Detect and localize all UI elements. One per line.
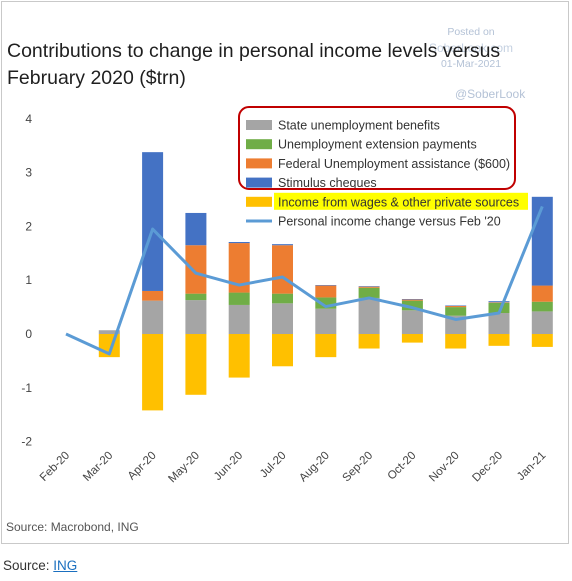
bar-state-unemployment-benefits [401, 310, 423, 334]
bar-state-unemployment-benefits [185, 300, 207, 334]
bar-stimulus-cheques [142, 152, 164, 291]
bar-income-from-wages-other-private-sources [228, 334, 250, 378]
bar-federal-unemployment-assistance-600 [531, 285, 553, 302]
bar-federal-unemployment-assistance-600 [315, 285, 337, 298]
line-layer [65, 205, 544, 356]
footer-source-label: Source: [3, 558, 50, 573]
bar-income-from-wages-other-private-sources [272, 334, 293, 367]
bar-stimulus-cheques [272, 244, 293, 246]
x-tick-label: Feb-20 [38, 450, 72, 484]
legend-highlight [274, 192, 528, 210]
y-tick-label: -1 [21, 381, 32, 395]
bar-unemployment-extension-payments [185, 293, 207, 301]
bar-state-unemployment-benefits [142, 300, 164, 334]
bar-unemployment-extension-payments [445, 307, 467, 316]
bar-state-unemployment-benefits [272, 303, 293, 334]
bar-stimulus-cheques [358, 286, 380, 287]
bars-layer [98, 152, 553, 411]
y-axis-ticks: -2 -1 0 1 2 3 4 [21, 112, 32, 449]
chart-title: Contributions to change in personal inco… [7, 40, 501, 89]
bar-unemployment-extension-payments [401, 300, 423, 311]
bar-federal-unemployment-assistance-600 [272, 245, 293, 294]
x-tick-label: Dec-20 [470, 450, 505, 485]
y-tick-label: 3 [25, 166, 32, 180]
bar-income-from-wages-other-private-sources [401, 334, 423, 343]
bar-stimulus-cheques [445, 305, 467, 307]
bar-income-from-wages-other-private-sources [445, 334, 467, 349]
bar-income-from-wages-other-private-sources [185, 334, 207, 395]
bar-stimulus-cheques [315, 285, 337, 286]
x-axis-ticks: Feb-20 Mar-20 Apr-20 May-20 Jun-20 Jul-20 Aug-… [38, 450, 549, 486]
legend-swatch-federal-unemployment-assistance-600 [246, 158, 272, 169]
bar-federal-unemployment-assistance-600 [488, 302, 510, 303]
x-tick-label: Jan-21 [515, 450, 548, 483]
y-tick-label: 4 [25, 112, 32, 126]
bar-federal-unemployment-assistance-600 [358, 286, 380, 288]
watermark-site: SoberLook.com [428, 41, 514, 55]
y-tick-label: -2 [21, 435, 32, 449]
bar-unemployment-extension-payments [488, 302, 510, 314]
legend-label-federal-unemployment-assistance-600: Federal Unemployment assistance ($600) [278, 157, 510, 171]
legend-label-stimulus-cheques: Stimulus cheques [278, 176, 377, 190]
legend-swatch-state-unemployment-benefits [246, 120, 272, 130]
bar-state-unemployment-benefits [228, 304, 250, 334]
bar-income-from-wages-other-private-sources [142, 334, 164, 411]
legend-label-state-unemployment-benefits: State unemployment benefits [278, 119, 440, 133]
watermark-handle: @SoberLook [455, 87, 526, 101]
bar-state-unemployment-benefits [445, 315, 467, 334]
watermark-date: 01-Mar-2021 [440, 58, 502, 70]
chart-source: Source: Macrobond, ING [6, 520, 139, 534]
bar-stimulus-cheques [228, 242, 250, 244]
x-tick-label: Oct-20 [386, 450, 419, 483]
x-tick-label: Jun-20 [212, 450, 245, 483]
bar-stimulus-cheques [401, 299, 423, 300]
bar-unemployment-extension-payments [272, 293, 293, 304]
bar-income-from-wages-other-private-sources [358, 334, 380, 349]
bar-state-unemployment-benefits [358, 297, 380, 334]
bar-stimulus-cheques [185, 212, 207, 246]
legend-swatch-unemployment-extension-payments [246, 139, 272, 150]
legend-annotation-box [238, 106, 516, 190]
x-tick-label: Jul-20 [258, 450, 289, 481]
y-tick-label: 0 [25, 327, 32, 341]
bar-federal-unemployment-assistance-600 [228, 243, 250, 293]
x-tick-label: Mar-20 [81, 450, 115, 484]
bar-state-unemployment-benefits [315, 308, 337, 334]
bar-federal-unemployment-assistance-600 [185, 245, 207, 294]
footer-source: Source: ING [3, 558, 77, 573]
x-tick-label: Aug-20 [297, 450, 332, 485]
watermark: Posted on SoberLook.com 01-Mar-2021 [406, 24, 536, 72]
bar-unemployment-extension-payments [315, 297, 337, 309]
bar-income-from-wages-other-private-sources [488, 334, 510, 346]
legend-label-income-from-wages-other-private-sources: Income from wages & other private source… [278, 195, 519, 209]
y-tick-label: 2 [25, 219, 32, 233]
legend-label-personal-income-change-versus-feb-20: Personal income change versus Feb '20 [278, 215, 501, 229]
x-tick-label: Nov-20 [427, 450, 462, 485]
y-tick-label: 1 [25, 273, 32, 287]
bar-state-unemployment-benefits [98, 330, 120, 334]
legend-swatch-stimulus-cheques [246, 177, 272, 188]
x-tick-label: Sep-20 [341, 450, 376, 485]
bar-state-unemployment-benefits [531, 311, 553, 334]
bar-federal-unemployment-assistance-600 [445, 306, 467, 308]
watermark-posted-on: Posted on [447, 26, 495, 38]
legend: State unemployment benefits Unemployment … [238, 106, 528, 229]
bar-stimulus-cheques [488, 301, 510, 303]
bar-unemployment-extension-payments [228, 292, 250, 305]
footer-source-link[interactable]: ING [53, 558, 78, 573]
legend-label-unemployment-extension-payments: Unemployment extension payments [278, 138, 477, 152]
x-tick-label: Apr-20 [126, 450, 159, 483]
bar-unemployment-extension-payments [531, 301, 553, 312]
legend-swatch-income-from-wages-other-private-sources [246, 196, 272, 207]
bar-state-unemployment-benefits [488, 313, 510, 334]
bar-unemployment-extension-payments [358, 287, 380, 298]
bar-income-from-wages-other-private-sources [531, 334, 553, 347]
bar-federal-unemployment-assistance-600 [142, 290, 164, 301]
bar-federal-unemployment-assistance-600 [401, 299, 423, 301]
line-personal-income-change [65, 205, 544, 356]
x-tick-label: May-20 [166, 450, 202, 486]
bar-income-from-wages-other-private-sources [315, 334, 337, 358]
